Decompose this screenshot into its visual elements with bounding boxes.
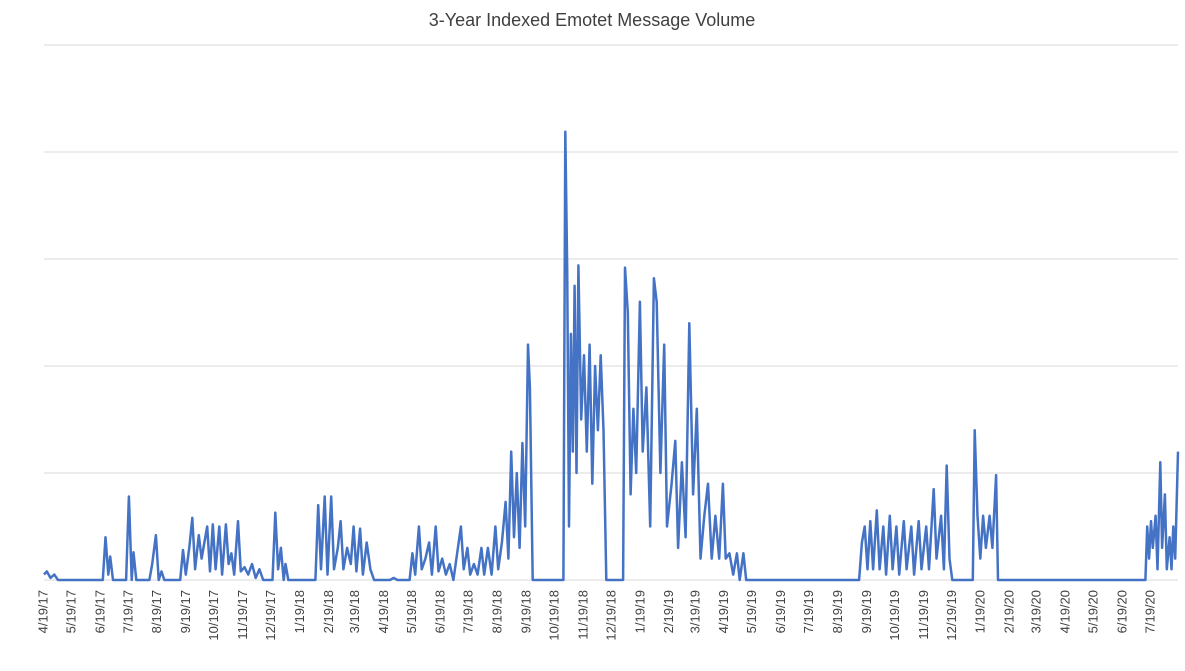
x-tick-label: 2/19/19 bbox=[661, 590, 676, 633]
x-tick-label: 11/19/18 bbox=[575, 590, 590, 640]
x-tick-label: 9/19/18 bbox=[519, 590, 534, 633]
series-line bbox=[43, 130, 1180, 582]
x-tick-label: 4/19/17 bbox=[35, 590, 50, 633]
x-tick-label: 10/19/17 bbox=[206, 590, 221, 641]
x-tick-label: 5/19/19 bbox=[744, 590, 759, 633]
x-tick-label: 7/19/17 bbox=[120, 590, 135, 633]
x-tick-label: 6/19/17 bbox=[92, 590, 107, 633]
x-tick-label: 11/19/17 bbox=[235, 590, 250, 640]
x-tick-label: 7/19/20 bbox=[1142, 590, 1157, 633]
x-tick-label: 5/19/17 bbox=[63, 590, 78, 633]
x-tick-label: 5/19/18 bbox=[404, 590, 419, 633]
x-tick-label: 2/19/18 bbox=[321, 590, 336, 633]
x-tick-label: 11/19/19 bbox=[916, 590, 931, 640]
x-tick-label: 12/19/19 bbox=[944, 590, 959, 641]
x-tick-label: 10/19/18 bbox=[546, 590, 561, 641]
x-tick-label: 9/19/17 bbox=[178, 590, 193, 633]
chart-title: 3-Year Indexed Emotet Message Volume bbox=[429, 10, 756, 30]
x-tick-label: 6/19/18 bbox=[433, 590, 448, 633]
x-tick-label: 4/19/18 bbox=[376, 590, 391, 633]
x-tick-label: 4/19/20 bbox=[1058, 590, 1073, 633]
x-tick-label: 2/19/20 bbox=[1002, 590, 1017, 633]
x-tick-label: 4/19/19 bbox=[716, 590, 731, 633]
x-tick-label: 7/19/18 bbox=[461, 590, 476, 633]
x-tick-label: 9/19/19 bbox=[859, 590, 874, 633]
x-tick-label: 1/19/18 bbox=[292, 590, 307, 633]
x-tick-label: 5/19/20 bbox=[1086, 590, 1101, 633]
x-tick-label: 8/19/19 bbox=[830, 590, 845, 633]
x-tick-label: 6/19/20 bbox=[1114, 590, 1129, 633]
x-tick-label: 10/19/19 bbox=[887, 590, 902, 641]
x-tick-label: 3/19/18 bbox=[347, 590, 362, 633]
x-tick-label: 3/19/19 bbox=[687, 590, 702, 633]
x-tick-label: 1/19/20 bbox=[973, 590, 988, 633]
x-tick-label: 6/19/19 bbox=[773, 590, 788, 633]
x-tick-label: 12/19/17 bbox=[263, 590, 278, 641]
x-tick-label: 1/19/19 bbox=[632, 590, 647, 633]
x-tick-label: 3/19/20 bbox=[1029, 590, 1044, 633]
x-tick-label: 12/19/18 bbox=[603, 590, 618, 641]
x-tick-label: 8/19/17 bbox=[149, 590, 164, 633]
x-tick-label: 7/19/19 bbox=[801, 590, 816, 633]
x-tick-label: 8/19/18 bbox=[490, 590, 505, 633]
